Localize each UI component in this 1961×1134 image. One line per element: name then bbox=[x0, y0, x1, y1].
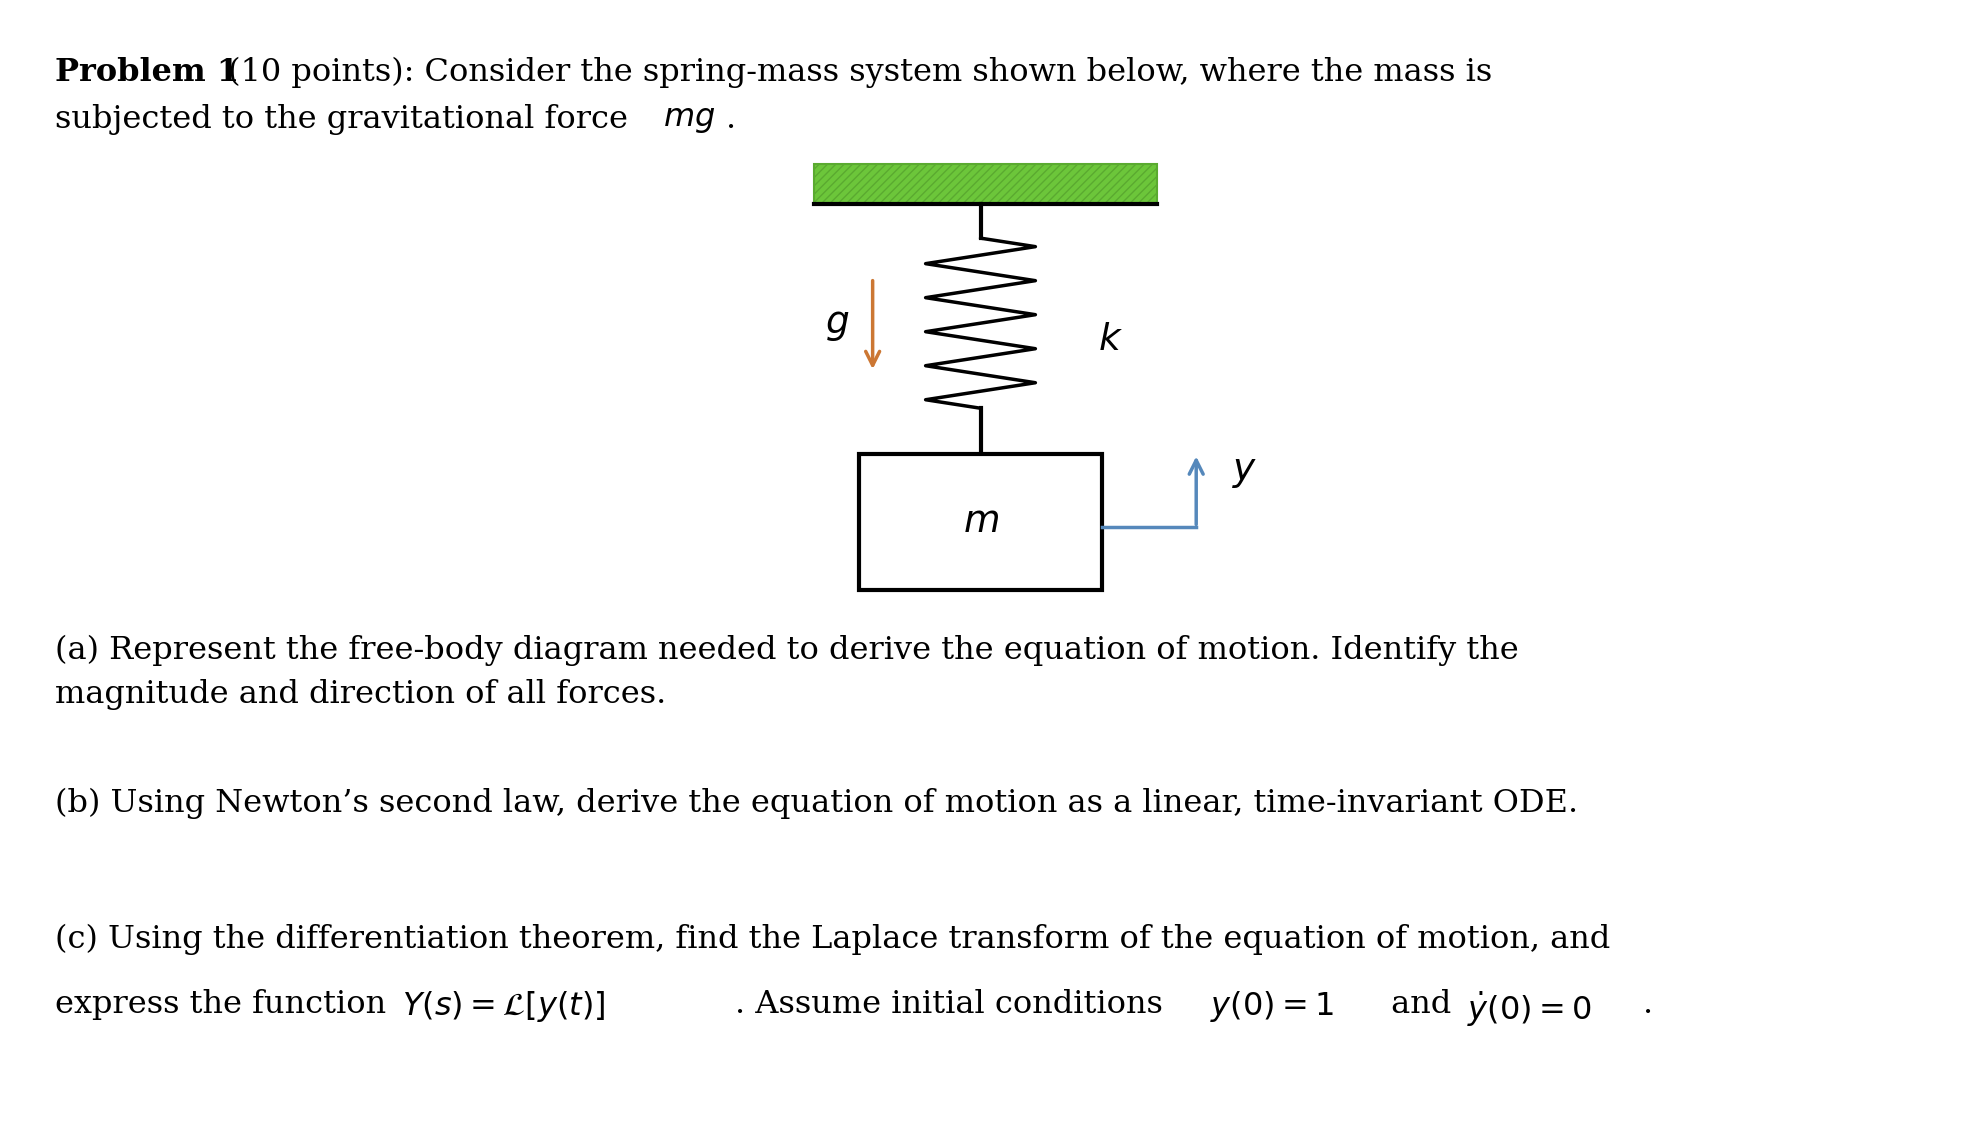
Text: (10 points): Consider the spring-mass system shown below, where the mass is: (10 points): Consider the spring-mass sy… bbox=[218, 57, 1492, 88]
Text: $m$: $m$ bbox=[963, 503, 998, 540]
Text: . Assume initial conditions: . Assume initial conditions bbox=[735, 989, 1173, 1019]
Text: $mg$: $mg$ bbox=[663, 104, 716, 135]
Text: $\dot{y}(0) = 0$: $\dot{y}(0) = 0$ bbox=[1467, 989, 1592, 1029]
Text: (b) Using Newton’s second law, derive the equation of motion as a linear, time-i: (b) Using Newton’s second law, derive th… bbox=[55, 788, 1579, 820]
Text: express the function: express the function bbox=[55, 989, 396, 1019]
Text: .: . bbox=[726, 104, 735, 135]
Text: $y$: $y$ bbox=[1232, 454, 1257, 490]
Text: .: . bbox=[1643, 989, 1653, 1019]
Bar bbox=[859, 454, 1102, 590]
Text: Problem 1: Problem 1 bbox=[55, 57, 239, 87]
Text: $k$: $k$ bbox=[1098, 322, 1124, 358]
Text: $y(0) = 1$: $y(0) = 1$ bbox=[1210, 989, 1333, 1024]
Text: (a) Represent the free-body diagram needed to derive the equation of motion. Ide: (a) Represent the free-body diagram need… bbox=[55, 635, 1518, 711]
Text: (c) Using the differentiation theorem, find the Laplace transform of the equatio: (c) Using the differentiation theorem, f… bbox=[55, 924, 1610, 956]
Bar bbox=[814, 164, 1157, 204]
Text: $Y(s) = \mathcal{L}[y(t)]$: $Y(s) = \mathcal{L}[y(t)]$ bbox=[402, 989, 606, 1024]
Text: subjected to the gravitational force: subjected to the gravitational force bbox=[55, 104, 637, 135]
Text: $g$: $g$ bbox=[826, 307, 849, 344]
Text: and: and bbox=[1381, 989, 1461, 1019]
